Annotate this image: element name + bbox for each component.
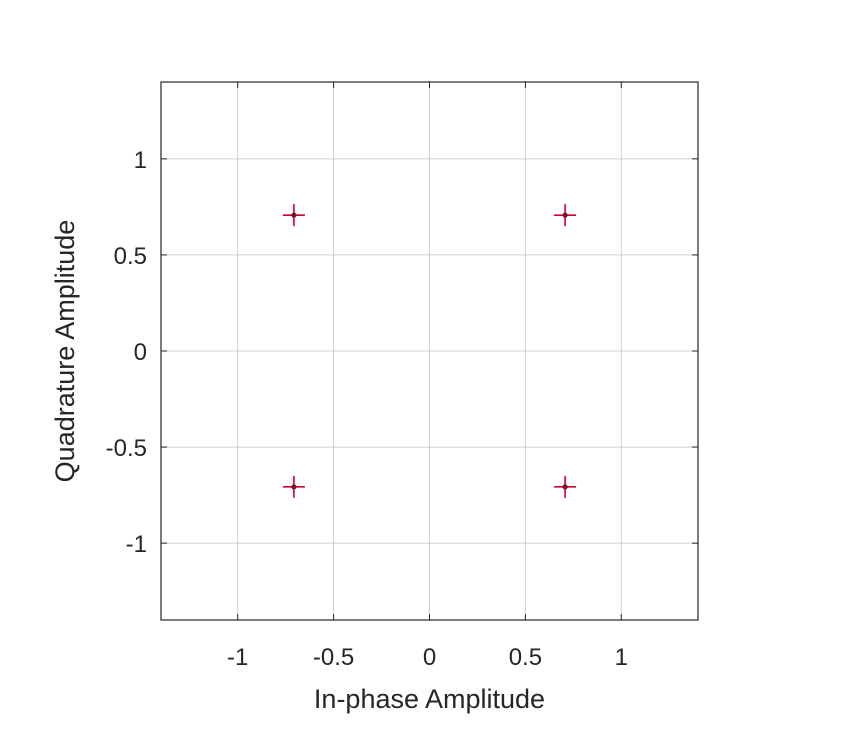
x-tick-label: 0.5 [509,644,542,671]
x-tick-label: 1 [615,644,628,671]
x-tick-label: 0 [423,644,436,671]
marker-center [562,212,568,218]
y-tick-label: -0.5 [106,435,147,462]
grid [161,82,698,620]
y-tick-label: -1 [126,531,147,558]
x-tick-label: -1 [227,644,248,671]
y-tick-label: 0 [134,339,147,366]
y-tick-label: 1 [134,147,147,174]
x-tick-label: -0.5 [313,644,354,671]
marker-center [562,484,568,490]
data-points [282,204,577,498]
y-axis-label: Quadrature Amplitude [50,220,80,483]
x-axis-label: In-phase Amplitude [314,684,545,714]
constellation-point [282,204,305,227]
constellation-point [554,475,577,498]
constellation-point [282,475,305,498]
plot-frame [160,81,699,621]
y-tick-label: 0.5 [114,243,147,270]
constellation-point [554,204,577,227]
x-tick-labels: -1 -0.5 0 0.5 1 [227,644,628,671]
marker-center [291,484,297,490]
marker-center [291,212,297,218]
y-tick-labels: -1 -0.5 0 0.5 1 [106,147,147,558]
